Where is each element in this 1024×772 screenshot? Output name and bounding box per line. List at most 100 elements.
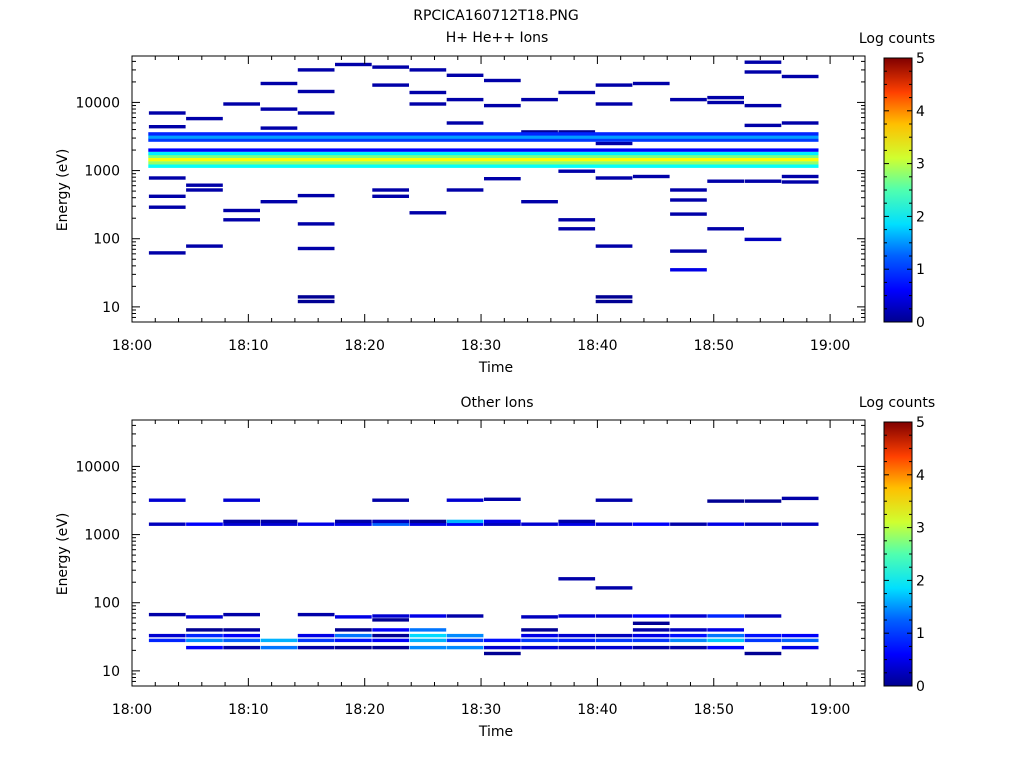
y-tick-label: 1000 — [84, 528, 120, 544]
heatmap-cell — [744, 70, 782, 74]
heatmap-cell — [632, 614, 670, 618]
heatmap-cell — [260, 81, 298, 86]
heatmap-cell — [744, 614, 782, 618]
heatmap-cell — [260, 107, 298, 111]
heatmap-cell — [707, 645, 744, 650]
heatmap-cell — [595, 586, 633, 590]
heatmap-cell — [297, 299, 335, 304]
heatmap-cell — [297, 193, 335, 198]
heatmap-cell — [409, 519, 447, 524]
heatmap-cell — [744, 522, 782, 526]
heatmap-cell — [297, 295, 335, 299]
heatmap-cell — [223, 628, 260, 632]
x-tick-label: 18:50 — [694, 702, 734, 718]
heatmap-cell — [446, 97, 484, 102]
heatmap-cell — [744, 651, 782, 656]
heatmap-cell — [446, 638, 484, 643]
heatmap-cell — [372, 633, 409, 638]
heatmap-cell — [595, 176, 633, 180]
heatmap-cell — [335, 645, 372, 650]
colorbar-tick-label: 3 — [916, 521, 925, 537]
heatmap-cell — [595, 645, 633, 650]
heatmap-band — [148, 132, 819, 136]
colorbar-tick-label: 4 — [916, 468, 925, 484]
heatmap-cell — [223, 519, 260, 524]
heatmap-cell — [521, 200, 558, 204]
heatmap-cell — [707, 628, 744, 632]
colorbar-gradient — [883, 57, 913, 323]
colorbar-tick-label: 2 — [916, 573, 925, 589]
heatmap-cell — [148, 125, 186, 129]
heatmap-cell — [446, 614, 484, 618]
colorbar-panel-1: Log counts 0 1 2 3 4 5 — [859, 31, 935, 331]
heatmap-cell — [781, 174, 819, 179]
heatmap-cell — [372, 83, 409, 87]
heatmap-cell — [521, 628, 558, 632]
heatmap-cell — [558, 218, 596, 222]
heatmap-cell — [781, 645, 819, 650]
heatmap-cell — [595, 614, 633, 618]
heatmap-cell — [707, 100, 744, 105]
panel-title: H+ He++ Ions — [446, 30, 549, 46]
heatmap-cell — [670, 633, 707, 638]
colorbar-label: Log counts — [859, 395, 935, 411]
heatmap-cell — [595, 102, 633, 106]
colorbar-ticks: 0 1 2 3 4 5 — [884, 51, 925, 331]
colorbar-tick-label: 3 — [916, 157, 925, 173]
heatmap-band — [148, 135, 819, 139]
heatmap-cell — [558, 90, 596, 95]
heatmap-cell — [521, 638, 558, 643]
heatmap-cell — [372, 638, 409, 643]
colorbar-tick-label: 1 — [916, 626, 925, 642]
heatmap-cell — [781, 633, 819, 638]
heatmap-cell — [781, 496, 819, 501]
heatmap-cell — [372, 618, 409, 622]
heatmap-cell — [372, 498, 409, 502]
heatmap-cell — [148, 176, 186, 180]
heatmap-cell — [595, 295, 633, 299]
colorbar-tick-label: 2 — [916, 209, 925, 225]
heatmap-cell — [558, 227, 596, 231]
x-tick-label: 18:20 — [345, 702, 385, 718]
heatmap-cell — [297, 111, 335, 115]
heatmap-cell — [297, 638, 335, 643]
heatmap-cell — [484, 645, 521, 650]
heatmap-cell — [409, 614, 447, 618]
heatmap-cell — [744, 123, 782, 128]
heatmap-cell — [632, 621, 670, 625]
heatmap-cell — [707, 95, 744, 100]
heatmap-cell — [670, 268, 707, 272]
heatmap-cell — [260, 200, 298, 204]
heatmap-cell — [335, 628, 372, 632]
heatmap-cell — [148, 498, 186, 502]
y-tick-label: 10 — [102, 300, 120, 316]
heatmap-cell — [409, 68, 447, 72]
y-axis-label: Energy (eV) — [55, 513, 71, 596]
x-tick-label: 18:40 — [577, 702, 617, 718]
heatmap-cell — [409, 211, 447, 215]
plot-frame — [131, 55, 866, 323]
heatmap-cell — [484, 103, 521, 108]
y-tick-label: 10 — [102, 664, 120, 680]
heatmap-cell — [372, 188, 409, 192]
heatmap-cell — [409, 633, 447, 638]
heatmap-cell — [558, 522, 596, 526]
heatmap-cell — [558, 614, 596, 618]
heatmap-cell — [297, 633, 335, 638]
heatmap-cell — [372, 65, 409, 69]
heatmap-cell — [223, 218, 260, 222]
colorbar-tick-label: 0 — [916, 679, 925, 695]
heatmap-cell — [148, 111, 186, 115]
heatmap-cell — [521, 97, 558, 102]
heatmap-cell — [744, 638, 782, 643]
heatmap-cell — [297, 522, 335, 526]
heatmap-cell — [632, 81, 670, 86]
heatmap-cell — [372, 645, 409, 650]
panel-h-he-ions: H+ He++ Ions Time Energy (eV) 18:00 18:10… — [55, 30, 866, 376]
heatmap-cell — [335, 522, 372, 526]
heatmap-cell — [595, 299, 633, 304]
heatmap-cell — [484, 638, 521, 643]
heatmap-cell — [446, 188, 484, 192]
heatmap-band — [148, 161, 819, 165]
heatmap-cell — [670, 638, 707, 643]
